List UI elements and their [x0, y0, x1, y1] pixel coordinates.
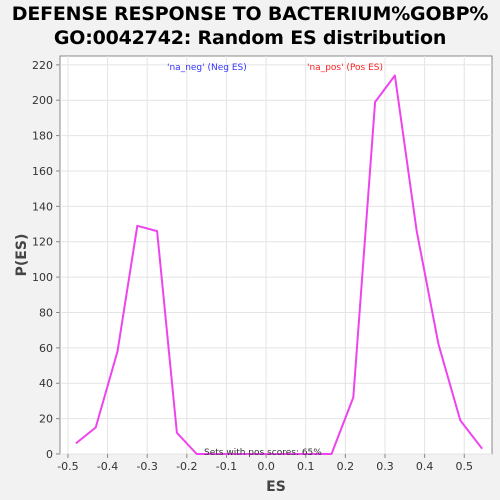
x-tick-label: -0.1 [216, 460, 237, 473]
x-tick-label: -0.2 [176, 460, 197, 473]
x-tick-label: -0.4 [97, 460, 118, 473]
y-tick-label: 160 [32, 165, 53, 178]
y-tick-label: 100 [32, 271, 53, 284]
x-tick-label: 0.4 [416, 460, 434, 473]
y-tick-label: 0 [46, 448, 53, 461]
y-tick-label: 200 [32, 94, 53, 107]
legend-pos-label: 'na_pos' (Pos ES) [307, 63, 383, 73]
legend-neg-label: 'na_neg' (Neg ES) [167, 63, 247, 73]
chart-title-line-1: DEFENSE RESPONSE TO BACTERIUM%GOBP% [11, 3, 489, 25]
x-tick-label: 0.2 [337, 460, 355, 473]
y-axis-ticks: 0 20 40 60 80 100 120 140 160 180 200 220 [32, 59, 60, 461]
x-tick-label: 0.1 [297, 460, 315, 473]
y-tick-label: 220 [32, 59, 53, 72]
y-tick-label: 120 [32, 236, 53, 249]
x-tick-label: -0.5 [57, 460, 78, 473]
y-tick-label: 80 [39, 306, 53, 319]
plot-area [59, 55, 493, 455]
x-tick-label: 0.3 [376, 460, 394, 473]
y-tick-label: 60 [39, 342, 53, 355]
series-layer [75, 74, 483, 455]
y-tick-label: 180 [32, 130, 53, 143]
y-tick-label: 20 [39, 413, 53, 426]
x-axis-label: ES [266, 479, 286, 495]
pos-scores-annotation: Sets with pos scores: 65% [204, 448, 322, 458]
x-tick-label: 0.5 [456, 460, 474, 473]
series-line [75, 74, 483, 455]
grid-lines [60, 56, 492, 455]
x-tick-label: -0.3 [136, 460, 157, 473]
x-tick-label: 0.0 [257, 460, 275, 473]
x-axis-ticks: -0.5 -0.4 -0.3 -0.2 -0.1 0.0 0.1 0.2 0.3 0.4 0.5 [57, 454, 473, 473]
y-tick-label: 140 [32, 200, 53, 213]
y-tick-label: 40 [39, 377, 53, 390]
chart-title-line-2: GO:0042742: Random ES distribution [53, 27, 447, 49]
y-axis-label: P(ES) [14, 234, 30, 277]
